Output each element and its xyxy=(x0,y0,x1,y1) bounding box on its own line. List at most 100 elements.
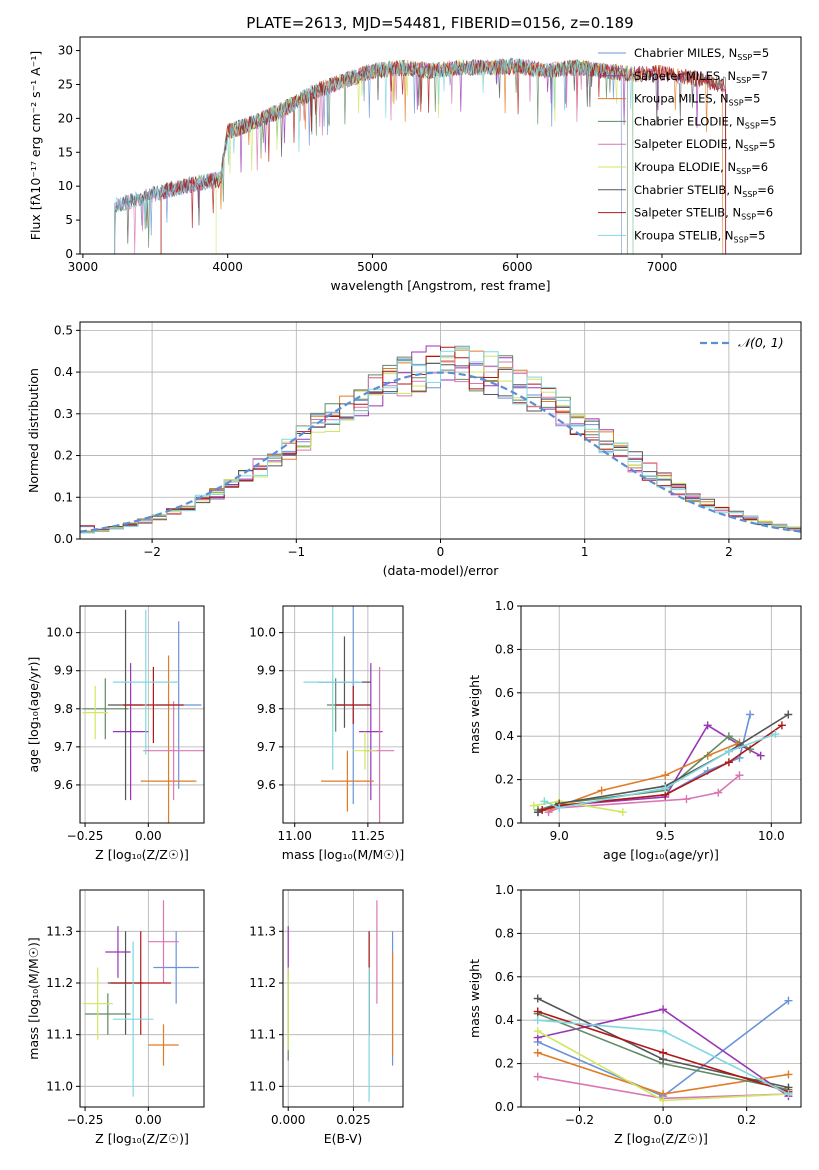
x-tick-label: 6000 xyxy=(502,260,533,274)
y-tick-label: 10 xyxy=(58,179,73,193)
weight-point-marker xyxy=(533,1072,542,1081)
axes-frame xyxy=(79,36,802,255)
y-tick-label: 0.4 xyxy=(54,365,73,379)
y-tick-label: 0.0 xyxy=(54,532,73,546)
weight-point-marker xyxy=(540,797,549,806)
axes-age_vs_Z: −0.25 0.00 9.6 9.7 9.8 9.9 10.0 Z [log₁₀(Z/Z☉)]… xyxy=(26,606,204,862)
spectrum-legend: Chabrier MILES, NSSP=5 Salpeter MILES, NS… xyxy=(598,46,777,244)
x-tick-label: 0.00 xyxy=(135,829,162,843)
spectrum-model-line xyxy=(160,59,727,254)
axes-mass_vs_Z: −0.25 0.00 11.0 11.1 11.2 11.3 Z [log₁₀(Z/Z☉)]… xyxy=(26,890,204,1146)
axes-frame xyxy=(520,605,802,824)
y-tick-label: 0.6 xyxy=(495,970,514,984)
y-axis-label: age [log₁₀(age/yr)] xyxy=(26,657,41,773)
axes-residuals: −2 −1 0 1 2 0.0 0.1 0.2 0.3 0.4 0.5 (data-model)/er… xyxy=(26,322,801,578)
weight-point-marker xyxy=(533,1016,542,1025)
errorbars-mass_vs_ebv xyxy=(287,900,394,1102)
weight-point-marker xyxy=(661,771,670,780)
y-tick-label: 0.6 xyxy=(495,686,514,700)
weight-point-marker xyxy=(533,994,542,1003)
spectrum-model-line xyxy=(114,58,634,254)
y-tick-label: 9.8 xyxy=(54,702,73,716)
axes-spectrum: 3000 4000 5000 6000 7000 0 5 10 15 20 25 30 waveleng… xyxy=(28,44,677,293)
legend-entry-label: 𝒩(0, 1) xyxy=(738,335,784,350)
y-tick-label: 9.6 xyxy=(54,778,73,792)
weight-point-marker xyxy=(659,1005,668,1014)
errorbars-age_vs_Z xyxy=(82,609,204,823)
plot-area: 3000 4000 5000 6000 7000051015202530waveleng… xyxy=(26,36,802,1146)
y-tick-label: 9.9 xyxy=(257,664,276,678)
legend-entry-label: Kroupa STELIB, NSSP=5 xyxy=(634,228,765,244)
y-axis-label: Normed distribution xyxy=(26,368,41,493)
x-axis-label: Z [log₁₀(Z/Z☉)] xyxy=(95,1131,189,1146)
weight-point-marker xyxy=(682,795,691,804)
histogram-steps xyxy=(80,345,801,534)
errorbars-mass_vs_Z xyxy=(82,900,199,1097)
x-tick-label: 11.00 xyxy=(278,829,312,843)
spectrum-model-line xyxy=(215,59,634,254)
x-axis-label: (data-model)/error xyxy=(383,563,500,578)
y-tick-label: 0.8 xyxy=(495,642,514,656)
spectrum-model-line xyxy=(160,58,727,254)
x-tick-label: 0.2 xyxy=(737,1113,756,1127)
weight-lines-weight_vs_Z xyxy=(533,994,793,1105)
weight-point-marker xyxy=(724,758,733,767)
y-tick-label: 10.0 xyxy=(249,626,276,640)
x-tick-label: 7000 xyxy=(647,260,678,274)
y-tick-label: 11.0 xyxy=(249,1079,276,1093)
legend-entry-label: Salpeter MILES, NSSP=7 xyxy=(634,69,768,85)
weight-point-marker xyxy=(771,730,780,739)
y-axis-label: mass weight xyxy=(467,959,482,1038)
weight-point-marker xyxy=(784,1089,793,1098)
y-tick-label: 0.5 xyxy=(54,323,73,337)
y-tick-label: 0.4 xyxy=(495,729,514,743)
spectrum-model-line xyxy=(114,57,628,254)
x-tick-label: 11.25 xyxy=(351,829,385,843)
x-tick-label: 10.0 xyxy=(758,829,785,843)
weight-point-marker xyxy=(533,808,542,817)
x-axis-label: Z [log₁₀(Z/Z☉)] xyxy=(95,847,189,862)
weight-point-marker xyxy=(659,1048,668,1057)
x-tick-label: −0.25 xyxy=(67,829,104,843)
weight-point-marker xyxy=(661,784,670,793)
x-tick-label: −2 xyxy=(143,545,161,559)
x-tick-label: 0.00 xyxy=(135,1113,162,1127)
normal-curve xyxy=(80,371,801,533)
y-tick-label: 0.8 xyxy=(495,926,514,940)
x-tick-label: −0.25 xyxy=(67,1113,104,1127)
y-tick-label: 1.0 xyxy=(495,599,514,613)
y-tick-label: 15 xyxy=(58,145,73,159)
weight-point-marker xyxy=(659,1027,668,1036)
x-tick-label: 9.0 xyxy=(550,829,569,843)
legend-entry-label: Salpeter ELODIE, NSSP=5 xyxy=(634,137,776,153)
weight-point-marker xyxy=(724,732,733,741)
y-tick-label: 11.2 xyxy=(249,976,276,990)
x-tick-label: 0.000 xyxy=(271,1113,305,1127)
y-tick-label: 11.0 xyxy=(46,1079,73,1093)
x-tick-label: 0.0 xyxy=(654,1113,673,1127)
y-tick-label: 10.0 xyxy=(46,626,73,640)
weight-point-marker xyxy=(703,721,712,730)
axes-frame xyxy=(282,889,404,1108)
y-tick-label: 9.9 xyxy=(54,664,73,678)
weight-point-marker xyxy=(777,721,786,730)
histogram-series xyxy=(80,347,801,534)
y-tick-label: 9.6 xyxy=(257,778,276,792)
weight-point-marker xyxy=(529,801,538,810)
weight-point-marker xyxy=(618,808,627,817)
legend-entry-label: Kroupa MILES, NSSP=5 xyxy=(634,92,760,108)
spectrum-model-line xyxy=(160,57,724,254)
legend-entry-label: Chabrier MILES, NSSP=5 xyxy=(634,46,769,62)
weight-point-marker xyxy=(544,808,553,817)
y-tick-label: 0.1 xyxy=(54,490,73,504)
y-tick-label: 20 xyxy=(58,111,73,125)
y-tick-label: 11.1 xyxy=(46,1028,73,1042)
y-axis-label: Flux [fλ10⁻¹⁷ erg cm⁻² s⁻¹ A⁻¹] xyxy=(28,51,43,240)
x-tick-label: 0.025 xyxy=(336,1113,370,1127)
y-tick-label: 30 xyxy=(58,44,73,58)
weight-point-marker xyxy=(533,1027,542,1036)
y-tick-label: 0.3 xyxy=(54,407,73,421)
y-tick-label: 5 xyxy=(65,213,73,227)
weight-point-marker xyxy=(756,751,765,760)
